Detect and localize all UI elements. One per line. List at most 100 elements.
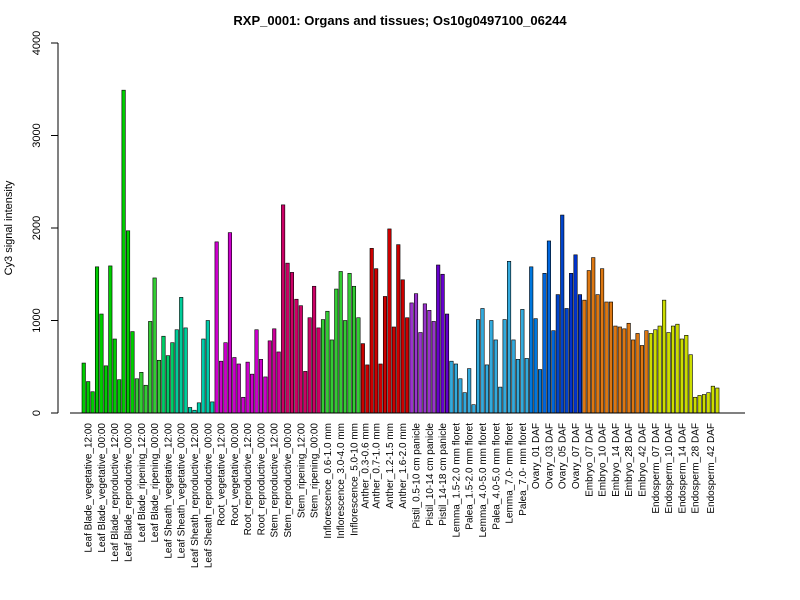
bar [555, 294, 560, 414]
bar [639, 345, 645, 414]
bar [608, 301, 613, 414]
bar [467, 368, 472, 414]
x-category-label: Root_vegetative_12:00 [217, 423, 228, 526]
x-category-label: Ovary_03 DAF [544, 423, 555, 489]
bar [675, 323, 680, 414]
x-category-label: Anther_0.7-1.0 mm [372, 423, 383, 509]
bar [281, 204, 286, 414]
y-axis-label: Cy3 signal intensity [3, 180, 15, 275]
y-axis: 0 1000 2000 3000 4000 [31, 31, 59, 416]
bar [577, 294, 582, 414]
bar [582, 299, 587, 414]
bar [126, 230, 131, 414]
bar [143, 384, 148, 414]
x-category-label: Endosperm_07 DAF [651, 423, 662, 514]
bar [422, 303, 427, 414]
bar [214, 241, 219, 414]
bar [227, 232, 232, 414]
x-category-label: Leaf Blade_reproductive_12:00 [110, 423, 121, 562]
bar [351, 285, 357, 414]
bar [263, 376, 268, 414]
bar [99, 313, 104, 414]
bar [613, 325, 618, 414]
bar [165, 355, 170, 414]
bar [551, 330, 556, 414]
x-category-label: Embryo_28 DAF [624, 423, 635, 497]
x-category-label: Embryo_42 DAF [637, 423, 648, 497]
x-category-label: Leaf Blade_ripening_12:00 [137, 423, 148, 543]
bar [542, 273, 547, 414]
bar [662, 299, 667, 414]
x-category-label: Anther_0.3-0.6 mm [361, 423, 372, 509]
bar [431, 321, 436, 414]
bar [312, 285, 317, 414]
x-category-label: Embryo_07 DAF [584, 423, 595, 497]
bar [498, 386, 503, 414]
bar [382, 296, 388, 414]
bar [644, 330, 649, 414]
bar [684, 334, 689, 414]
bar [564, 308, 569, 414]
y-tick-label: 1000 [31, 308, 43, 332]
bar [405, 317, 410, 414]
bar [701, 394, 707, 414]
bar [374, 268, 379, 414]
bar [670, 325, 676, 414]
bar [134, 378, 139, 414]
bar [303, 371, 308, 414]
y-tick-label: 4000 [31, 31, 43, 55]
bar [484, 364, 489, 414]
bar [258, 359, 263, 414]
bar [369, 248, 374, 414]
x-axis-category-labels: Leaf Blade_vegetative_12:00 Leaf Blade_ve… [84, 423, 717, 569]
bar [241, 396, 246, 414]
bar [201, 338, 206, 414]
bar [139, 371, 144, 414]
x-category-label: Embryo_10 DAF [598, 423, 609, 497]
bar [453, 363, 458, 414]
bar [157, 359, 162, 414]
bar [462, 392, 467, 414]
bar [648, 333, 653, 414]
bar [210, 401, 215, 414]
bar [232, 357, 237, 414]
bar [267, 340, 272, 414]
bar [103, 365, 108, 414]
bar [489, 320, 494, 414]
bar [254, 329, 259, 414]
bar [196, 402, 201, 414]
bar [666, 332, 671, 414]
bar [533, 318, 538, 414]
bar [223, 342, 228, 414]
bar [108, 265, 113, 414]
bar [693, 396, 698, 414]
y-tick-label: 3000 [31, 123, 43, 147]
x-category-label: Leaf Blade_vegetative_00:00 [97, 423, 108, 553]
bar [458, 378, 463, 414]
bar [688, 354, 693, 414]
bar [329, 339, 334, 414]
bar [400, 279, 405, 414]
x-category-label: Ovary_07 DAF [571, 423, 582, 489]
bar [316, 327, 321, 414]
y-tick-label: 0 [31, 410, 43, 416]
bar [445, 313, 450, 414]
bar [188, 407, 193, 414]
bar [604, 301, 609, 414]
x-category-label: Anther_1.6-2.0 mm [398, 423, 409, 509]
bar [245, 361, 250, 414]
bar [586, 270, 591, 414]
x-category-label: Inflorescence_3.0-4.0 mm [336, 423, 347, 539]
bar [546, 240, 551, 414]
bar [130, 331, 135, 414]
bar [117, 379, 122, 414]
bar [112, 338, 117, 414]
bar [365, 364, 370, 414]
y-tick-label: 2000 [31, 216, 43, 240]
x-category-label: Ovary_05 DAF [558, 423, 569, 489]
bar [409, 302, 414, 414]
x-category-label: Leaf Blade_ripening_00:00 [150, 423, 161, 543]
x-category-label: Inflorescence_5.0-10 mm [349, 423, 360, 536]
bar [325, 310, 330, 414]
x-category-label: Stem_ripening_00:00 [310, 423, 321, 519]
